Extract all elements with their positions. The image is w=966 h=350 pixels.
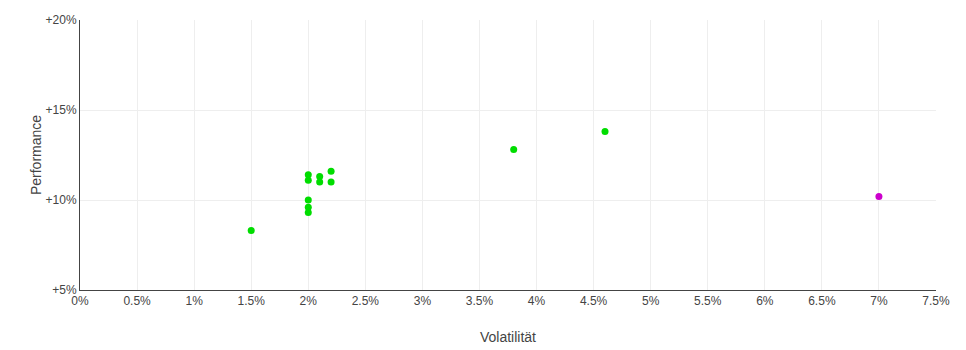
svg-text:+20%: +20% bbox=[46, 13, 77, 27]
svg-text:+10%: +10% bbox=[46, 193, 77, 207]
svg-text:2%: 2% bbox=[300, 294, 318, 308]
svg-text:3%: 3% bbox=[414, 294, 432, 308]
svg-text:6.5%: 6.5% bbox=[808, 294, 836, 308]
svg-text:Volatilität: Volatilität bbox=[480, 329, 536, 345]
svg-text:1%: 1% bbox=[185, 294, 203, 308]
svg-text:5.5%: 5.5% bbox=[694, 294, 722, 308]
svg-text:6%: 6% bbox=[756, 294, 774, 308]
svg-text:4.5%: 4.5% bbox=[580, 294, 608, 308]
svg-text:Performance: Performance bbox=[28, 115, 44, 195]
svg-text:+5%: +5% bbox=[52, 283, 77, 297]
svg-text:+15%: +15% bbox=[46, 103, 77, 117]
svg-text:0.5%: 0.5% bbox=[123, 294, 151, 308]
svg-text:2.5%: 2.5% bbox=[352, 294, 380, 308]
svg-text:1.5%: 1.5% bbox=[238, 294, 266, 308]
svg-text:0%: 0% bbox=[71, 294, 89, 308]
svg-text:7.5%: 7.5% bbox=[922, 294, 950, 308]
svg-text:3.5%: 3.5% bbox=[466, 294, 494, 308]
svg-text:4%: 4% bbox=[528, 294, 546, 308]
svg-text:5%: 5% bbox=[642, 294, 660, 308]
svg-text:7%: 7% bbox=[870, 294, 888, 308]
